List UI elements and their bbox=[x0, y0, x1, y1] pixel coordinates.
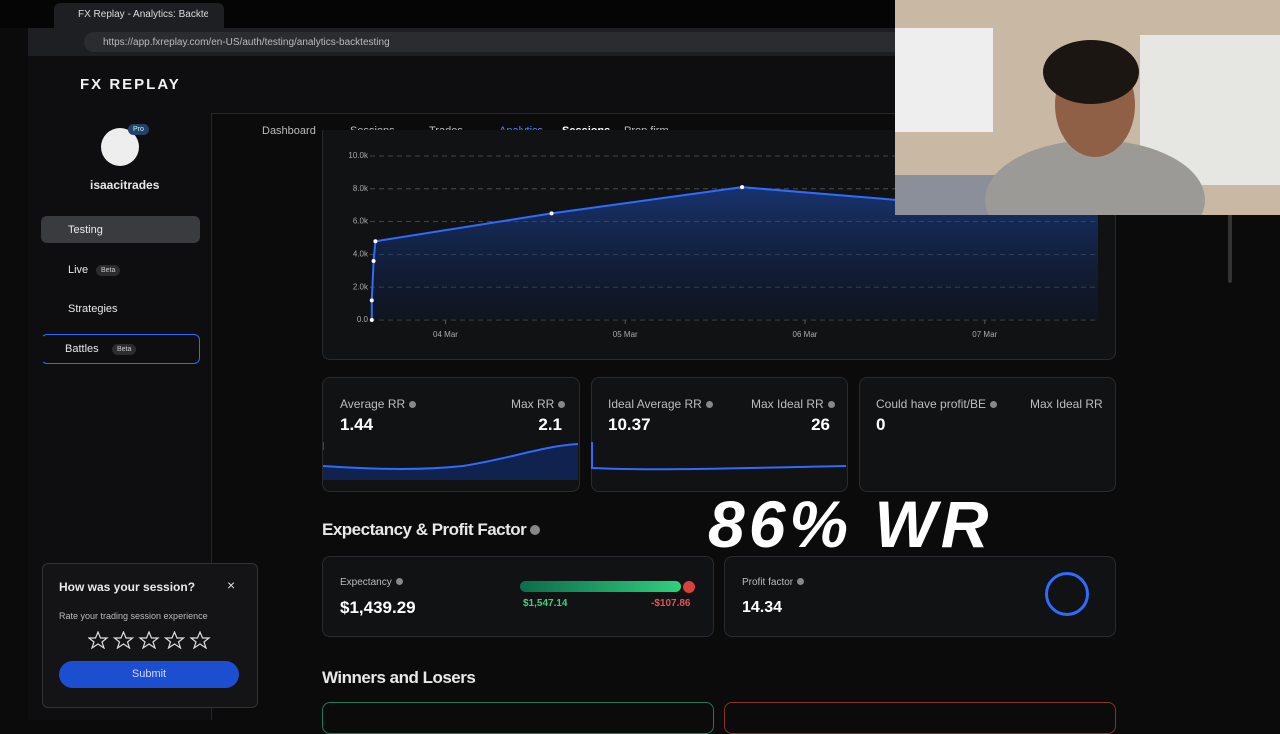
feedback-subtitle: Rate your trading session experience bbox=[59, 611, 208, 621]
y-tick-label: 10.0k bbox=[348, 151, 369, 160]
metric-value: $1,439.29 bbox=[340, 598, 416, 617]
info-icon[interactable] bbox=[990, 401, 998, 408]
y-tick-label: 8.0k bbox=[353, 184, 369, 193]
win-bar bbox=[520, 581, 681, 592]
profit-factor-ring bbox=[1045, 572, 1089, 616]
stat-value: 0 bbox=[876, 415, 886, 434]
win-total: $1,547.14 bbox=[523, 598, 568, 609]
submit-button[interactable]: Submit bbox=[59, 661, 239, 688]
info-icon[interactable] bbox=[530, 525, 541, 535]
info-icon[interactable] bbox=[558, 401, 566, 408]
feedback-title: How was your session? bbox=[59, 580, 196, 594]
x-tick-label: 05 Mar bbox=[613, 330, 638, 339]
url: https://app.fxreplay.com/en-US/auth/test… bbox=[103, 37, 390, 48]
text: Expectancy bbox=[340, 577, 392, 588]
username: isaacitrades bbox=[90, 178, 160, 192]
text: Max RR bbox=[511, 397, 555, 411]
point bbox=[369, 318, 374, 322]
beta-badge: Beta bbox=[112, 344, 137, 355]
close-button[interactable]: × bbox=[227, 577, 236, 593]
stat-value: 1.44 bbox=[340, 415, 374, 434]
stat-label: Ideal Average RR bbox=[608, 397, 713, 411]
video-caption: 86% WR bbox=[708, 487, 993, 561]
battles-outline bbox=[41, 334, 200, 364]
y-tick-label: 6.0k bbox=[353, 217, 369, 226]
tab[interactable]: Dashboard bbox=[262, 125, 316, 137]
info-icon[interactable] bbox=[797, 578, 805, 585]
stat-card bbox=[591, 377, 848, 492]
point bbox=[371, 258, 376, 263]
url-field[interactable] bbox=[84, 32, 904, 52]
stat-card bbox=[859, 377, 1116, 492]
area bbox=[371, 187, 1098, 320]
text: Average RR bbox=[340, 397, 406, 411]
metric-value: 14.34 bbox=[742, 599, 783, 616]
info-icon[interactable] bbox=[827, 401, 835, 408]
webcam-video bbox=[895, 0, 1280, 215]
point bbox=[549, 211, 554, 216]
stat-label: Max Ideal RR bbox=[1030, 397, 1103, 411]
text: Ideal Average RR bbox=[608, 397, 702, 411]
star-rating[interactable] bbox=[88, 631, 213, 649]
stat-label: Max Ideal RR bbox=[751, 397, 835, 411]
info-icon[interactable] bbox=[395, 578, 403, 585]
text: Max Ideal RR bbox=[751, 397, 824, 411]
logo: FX REPLAY bbox=[80, 76, 181, 93]
stat-label: Max RR bbox=[511, 397, 566, 411]
stat-value: 2.1 bbox=[538, 415, 562, 434]
section-title: Winners and Losers bbox=[322, 668, 476, 687]
info-icon[interactable] bbox=[409, 401, 417, 408]
losers-card bbox=[724, 702, 1116, 734]
stat-value: 26 bbox=[811, 415, 830, 434]
sparklines bbox=[323, 442, 847, 480]
loss-total: -$107.86 bbox=[651, 598, 691, 609]
stat-label: Could have profit/BE bbox=[876, 397, 998, 411]
stat-label: Average RR bbox=[340, 397, 417, 411]
text: Profit factor bbox=[742, 577, 794, 588]
line bbox=[370, 186, 1099, 320]
nav-item[interactable]: Live bbox=[68, 264, 89, 276]
nav-item[interactable]: Testing bbox=[68, 224, 103, 236]
text: Could have profit/BE bbox=[876, 397, 987, 411]
equity-chart: 0.0 2.0k 4.0k 6.0k 8.0k 10.0k 04 Mar 05 Mar 06 M… bbox=[348, 151, 1100, 339]
point bbox=[373, 239, 378, 244]
x-tick-label: 07 Mar bbox=[972, 330, 997, 339]
x-tick-label: 06 Mar bbox=[793, 330, 818, 339]
metric-label: Profit factor bbox=[742, 577, 805, 588]
point bbox=[740, 185, 745, 190]
nav-item[interactable]: Battles bbox=[65, 343, 99, 355]
y-tick-label: 4.0k bbox=[353, 250, 369, 259]
loss-bar bbox=[683, 581, 695, 593]
winners-card bbox=[322, 702, 714, 734]
nav-item[interactable]: Strategies bbox=[68, 303, 118, 315]
beta-badge: Beta bbox=[96, 265, 121, 276]
pro-badge: Pro bbox=[128, 124, 149, 135]
browser-tab[interactable] bbox=[54, 3, 224, 28]
stat-value: 10.37 bbox=[608, 415, 651, 434]
tab-title: FX Replay - Analytics: Backtesting bbox=[78, 9, 208, 20]
y-tick-label: 2.0k bbox=[353, 282, 369, 291]
text: Expectancy & Profit Factor bbox=[322, 520, 527, 539]
info-icon[interactable] bbox=[705, 401, 713, 408]
x-tick-label: 04 Mar bbox=[433, 330, 458, 339]
metric-label: Expectancy bbox=[340, 577, 403, 588]
expectancy-card bbox=[322, 556, 714, 637]
section-title: Expectancy & Profit Factor bbox=[322, 520, 541, 540]
point bbox=[369, 298, 374, 303]
nav-active-bg[interactable] bbox=[41, 216, 200, 243]
y-tick-label: 0.0 bbox=[357, 315, 369, 324]
